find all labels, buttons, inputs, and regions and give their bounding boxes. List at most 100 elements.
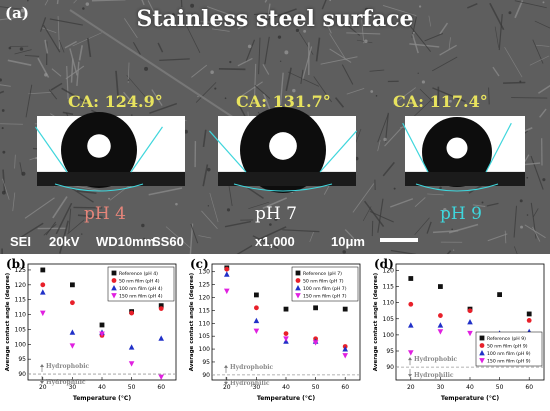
y-axis-label: Average contact angle (degree) [189, 272, 195, 371]
y-tick-label: 115 [199, 307, 211, 314]
data-point [438, 284, 443, 289]
x-tick-label: 30 [253, 384, 261, 391]
ph-label-7: pH 7 [255, 204, 297, 224]
x-tick-label: 40 [282, 384, 290, 391]
chart-c-svg: (c) 20 30 40 50 60 90 95 100 105 110 115 120 125 130 Te… [189, 257, 361, 402]
series-1 [40, 282, 164, 338]
y-tick-label: 120 [383, 267, 395, 274]
y-tick-label: 125 [15, 267, 27, 274]
data-point [128, 344, 135, 350]
contact-angle-label-ph7: CA: 131.7° [236, 92, 331, 111]
chart-b: (b) 20 30 40 50 60 90 95 100 105 110 115 120 125 Tempe… [0, 256, 182, 411]
sem-scale-label: 10μm [331, 234, 365, 249]
legend-marker [295, 293, 301, 299]
data-point [467, 308, 473, 314]
scale-bar [380, 238, 418, 242]
tangent-line [402, 122, 429, 173]
y-axis-label: Average contact angle (degree) [5, 272, 11, 371]
series-3 [40, 310, 164, 381]
data-point [40, 289, 46, 295]
x-axis-label: Temperature (°C) [257, 395, 315, 402]
data-point [99, 331, 105, 337]
arrow-up-head [408, 357, 412, 361]
x-tick-label: 20 [39, 384, 47, 391]
data-point [497, 292, 502, 298]
data-point [408, 350, 414, 356]
data-point [69, 343, 76, 349]
y-tick-label: 100 [15, 341, 27, 348]
data-point [312, 340, 319, 346]
data-point [40, 282, 46, 288]
sem-working-distance: WD10mm [96, 234, 156, 249]
y-tick-label: 130 [199, 269, 211, 276]
series-3 [224, 288, 348, 359]
sem-voltage: 20kV [49, 234, 80, 249]
y-tick-label: 90 [18, 371, 26, 378]
arrow-down-head [40, 381, 44, 385]
tangent-line [319, 130, 358, 173]
legend-entry: 50 nm film (pH 7) [303, 279, 344, 285]
data-point [342, 306, 348, 312]
x-tick-label: 60 [341, 384, 349, 391]
data-point [158, 306, 164, 312]
y-tick-label: 90 [386, 364, 394, 371]
sem-micrograph-image [0, 0, 550, 254]
hydrophilic-label: Hydrophilic [46, 379, 86, 386]
data-point [40, 267, 46, 273]
tangent-line [130, 126, 163, 173]
contact-angle-label-ph9: CA: 117.4° [393, 92, 488, 111]
legend-marker [479, 335, 485, 341]
data-point [283, 331, 289, 336]
x-tick-label: 40 [466, 384, 474, 391]
legend-entry: 50 nm film (pH 9) [487, 344, 528, 350]
data-point [158, 335, 164, 341]
x-tick-label: 50 [496, 384, 504, 391]
legend-entry: 100 nm film (pH 9) [487, 351, 531, 357]
droplet-highlight [269, 132, 297, 160]
angle-arc [54, 183, 144, 192]
legend-marker [111, 285, 117, 291]
y-tick-label: 90 [202, 372, 210, 379]
data-point [408, 322, 414, 328]
legend-marker [111, 293, 117, 299]
angle-arc [415, 183, 499, 192]
data-point [313, 305, 318, 311]
tangent-line [35, 126, 68, 173]
droplet-inset-0 [35, 112, 185, 192]
hydrophobic-label: Hydrophobic [414, 356, 458, 363]
legend-entry: Reference (pH 4) [119, 271, 158, 277]
legend-entry: Reference (pH 9) [487, 336, 526, 342]
panel-a-label: (a) [5, 4, 29, 22]
sem-mode: SEI [10, 234, 31, 249]
data-point [437, 329, 444, 335]
legend-box [475, 331, 543, 367]
data-point [283, 306, 289, 312]
data-point [526, 311, 532, 317]
data-point [128, 361, 135, 367]
micrograph-title: Stainless steel surface [136, 6, 414, 32]
panel-label: (b) [6, 257, 26, 271]
droplet-inset-2 [402, 116, 525, 192]
data-point [224, 288, 230, 295]
legend-marker [295, 278, 301, 283]
x-tick-label: 30 [69, 384, 77, 391]
y-tick-label: 120 [199, 295, 211, 302]
y-tick-label: 125 [199, 282, 211, 289]
sem-micrograph-panel: (a) Stainless steel surface CA: 124.9° C… [0, 0, 550, 254]
y-tick-label: 115 [15, 297, 27, 304]
arrow-up-head [224, 364, 228, 368]
sem-spot-size: SS60 [152, 234, 184, 249]
y-tick-label: 105 [383, 316, 395, 323]
legend-marker [295, 285, 301, 291]
x-tick-label: 30 [437, 384, 445, 391]
data-point [342, 346, 348, 352]
y-tick-label: 110 [15, 312, 27, 319]
chart-d: (d) 20 30 40 50 60 90 95 100 105 110 115 120 Temperat… [368, 256, 550, 411]
legend-entry: 150 nm film (pH 4) [119, 294, 163, 300]
legend-marker [111, 270, 117, 276]
legend-entry: 150 nm film (pH 7) [303, 294, 347, 300]
legend-entry: 100 nm film (pH 4) [119, 286, 163, 292]
y-tick-label: 95 [18, 356, 26, 363]
tangent-line [208, 130, 247, 173]
